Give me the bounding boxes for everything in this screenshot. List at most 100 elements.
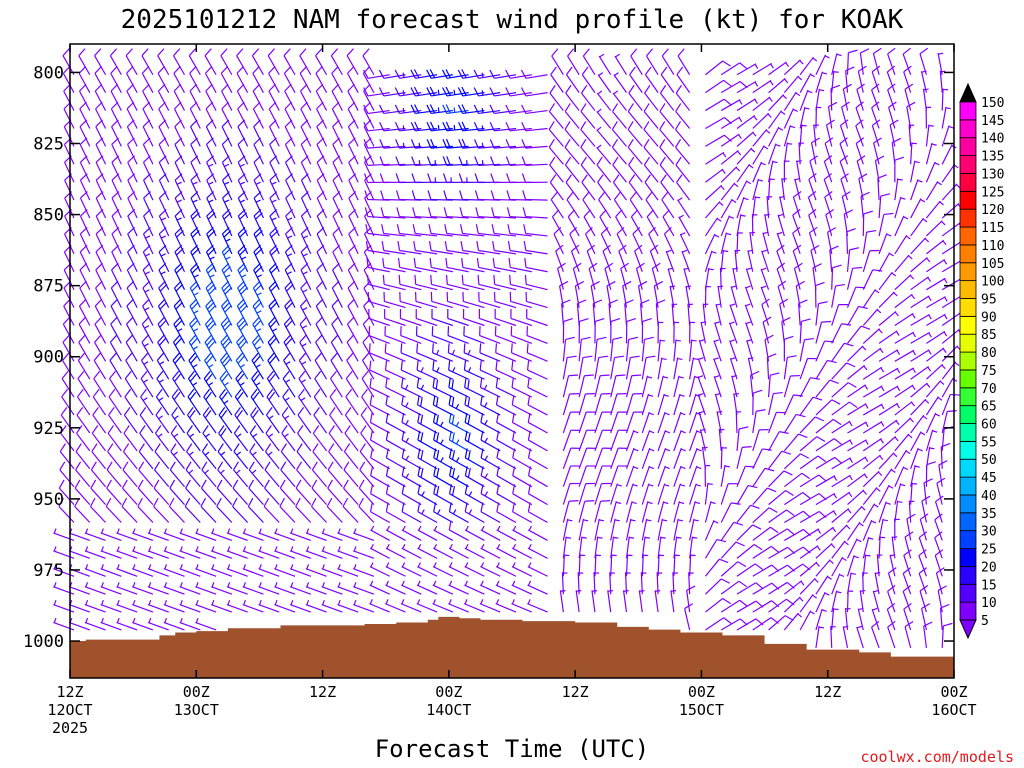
- wind-barb: [100, 582, 122, 595]
- wind-barb: [815, 626, 825, 648]
- wind-barb: [910, 414, 928, 434]
- wind-barb: [567, 209, 580, 237]
- wind-barb: [142, 155, 154, 183]
- wind-barb: [316, 137, 328, 165]
- wind-barb: [179, 564, 201, 577]
- wind-barb: [641, 317, 652, 344]
- wind-barb: [363, 139, 390, 149]
- colorbar-swatch: [959, 315, 977, 335]
- wind-barb: [210, 564, 233, 577]
- wind-barb: [735, 410, 742, 433]
- wind-barb: [705, 578, 730, 595]
- wind-barb: [760, 285, 770, 308]
- wind-barb: [910, 295, 932, 309]
- wind-barb: [581, 66, 596, 94]
- wind-barb: [792, 226, 801, 255]
- wind-barb: [206, 209, 217, 237]
- wind-barb: [158, 173, 170, 201]
- wind-barb: [506, 173, 532, 184]
- wind-barb: [489, 121, 517, 132]
- wind-barb: [599, 209, 612, 237]
- wind-barb: [641, 518, 652, 541]
- wind-barb: [689, 375, 700, 398]
- wind-barb: [908, 500, 915, 523]
- wind-barb: [768, 490, 794, 506]
- wind-barb: [846, 305, 868, 326]
- wind-barb: [862, 288, 880, 308]
- wind-barb: [297, 425, 312, 452]
- wind-barb: [799, 474, 827, 488]
- wind-barb: [464, 448, 485, 470]
- wind-barb: [752, 128, 771, 147]
- wind-barb: [364, 209, 375, 237]
- wind-barb: [894, 449, 911, 470]
- wind-barb: [284, 244, 296, 273]
- wind-barb: [831, 303, 849, 326]
- wind-barb: [747, 249, 754, 272]
- colorbar-tick-label: 70: [981, 382, 997, 397]
- wind-barb: [363, 104, 390, 115]
- wind-barb: [428, 241, 453, 255]
- wind-barb: [808, 226, 818, 255]
- wind-barb: [720, 541, 745, 559]
- wind-barb: [872, 589, 880, 613]
- wind-barb: [289, 564, 311, 577]
- wind-barb: [846, 286, 866, 308]
- wind-barb: [752, 507, 778, 523]
- y-tick-label: 975: [33, 561, 64, 581]
- wind-barb: [448, 360, 469, 380]
- wind-barb: [855, 137, 865, 165]
- wind-barb: [464, 466, 485, 488]
- wind-barb: [651, 262, 661, 290]
- wind-barb: [190, 209, 201, 237]
- wind-barb: [720, 133, 742, 147]
- wind-barb: [289, 582, 311, 595]
- wind-barb: [92, 388, 107, 416]
- wind-barb: [463, 599, 485, 613]
- wind-barb: [628, 174, 643, 201]
- wind-barb: [416, 580, 438, 595]
- wind-barb: [634, 244, 643, 272]
- y-tick-label: 900: [33, 348, 64, 368]
- wind-barb: [550, 66, 564, 94]
- wind-barb: [79, 191, 91, 219]
- wind-barb: [364, 191, 375, 219]
- wind-barb: [332, 244, 343, 273]
- wind-barb: [331, 316, 343, 344]
- wind-barb: [578, 411, 596, 434]
- wind-barb: [185, 479, 201, 506]
- wind-barb: [704, 233, 720, 255]
- wind-barb: [222, 191, 233, 219]
- wind-barb: [524, 274, 548, 291]
- wind-barb: [269, 137, 280, 165]
- wind-barb: [689, 465, 702, 487]
- wind-barb: [764, 334, 774, 362]
- wind-barb: [925, 429, 938, 452]
- wind-barb: [380, 190, 406, 201]
- wind-barb: [862, 249, 880, 272]
- wind-barb: [158, 137, 170, 165]
- wind-barb: [714, 321, 722, 344]
- colorbar-swatch: [959, 601, 977, 621]
- wind-barb: [347, 119, 359, 147]
- wind-barb: [226, 599, 248, 613]
- colorbar-tick-label: 80: [981, 346, 997, 361]
- wind-barb: [158, 226, 170, 255]
- colorbar-swatch: [959, 458, 977, 478]
- wind-barb: [795, 280, 805, 308]
- wind-barb: [79, 244, 91, 273]
- wind-barb: [878, 310, 899, 326]
- colorbar-tick-label: 105: [981, 257, 1004, 272]
- colorbar-swatch: [959, 548, 977, 567]
- wind-barb: [127, 226, 138, 255]
- wind-barb: [856, 83, 865, 111]
- wind-barb: [903, 65, 912, 93]
- wind-barb: [596, 144, 612, 165]
- wind-barb: [570, 244, 580, 272]
- wind-barb: [825, 119, 835, 147]
- colorbar-swatch: [959, 226, 977, 246]
- wind-barb: [825, 208, 835, 237]
- wind-barb: [206, 191, 217, 219]
- wind-barb: [736, 147, 756, 165]
- wind-barb: [174, 244, 186, 273]
